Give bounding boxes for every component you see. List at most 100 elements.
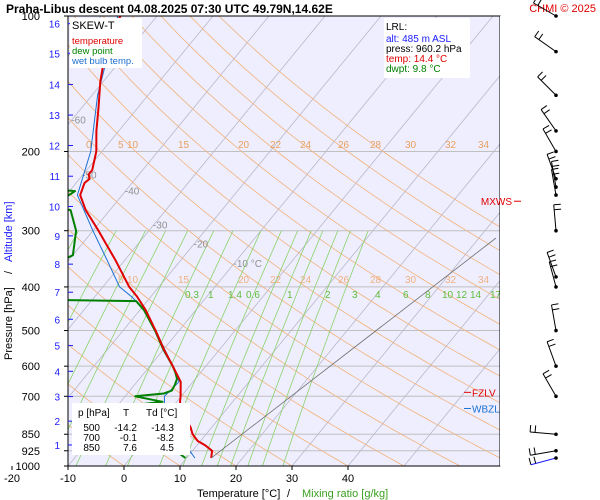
altitude-tick-label: 10 (49, 202, 61, 213)
wind-barb-staff (550, 304, 557, 331)
legend-item-wetbulb: wet bulb temp. (71, 56, 134, 67)
wind-barb-flag (546, 151, 554, 155)
dry-adiabat-line (68, 117, 500, 431)
wind-barb-flag (528, 457, 532, 465)
wind-barb-flag (553, 203, 561, 206)
dry-adiabat-label: 20 (238, 275, 250, 286)
wind-barb-staff (530, 457, 557, 466)
pressure-tick-label: 300 (22, 226, 40, 238)
table-cell: -0.1 (120, 433, 138, 444)
wind-barb-flag (546, 249, 554, 253)
dry-adiabat-line (218, 16, 500, 228)
table-cell: 7.6 (123, 443, 137, 454)
mixing-ratio-line (262, 230, 351, 466)
dry-adiabat-label: 22 (270, 140, 282, 151)
wind-barb (550, 303, 560, 333)
dry-adiabat-line (68, 266, 349, 466)
pressure-tick-label: 850 (22, 429, 40, 441)
mixing-ratio-label: 14 (470, 290, 482, 301)
mixing-ratio-label: 17 (490, 290, 502, 301)
mixing-ratio-line (216, 230, 312, 466)
mixing-ratio-label: 10 (442, 290, 454, 301)
table-row: 700 (83, 433, 100, 444)
isotherm-line (347, 280, 500, 466)
dry-adiabat-label: 34 (478, 275, 490, 286)
isotherm-label: -10 °C (234, 259, 262, 270)
x-axis-title: Temperature [°C] / Mixing ratio [g/kg] (197, 488, 388, 500)
dry-adiabat-label: 26 (338, 140, 350, 151)
mixing-ratio-label: 1.4 (228, 290, 242, 301)
pressure-tick-label: 400 (22, 282, 40, 294)
altitude-tick-label: 6 (54, 315, 60, 326)
wind-barb-flag (554, 208, 562, 211)
wind-barb-staff (534, 36, 557, 53)
altitude-tick-label: 9 (54, 232, 60, 243)
wind-barb (550, 167, 560, 197)
table-cell: 4.5 (160, 443, 174, 454)
wind-barb-flag (537, 71, 543, 78)
wind-barb-flag (533, 456, 537, 464)
dry-adiabat-label: 24 (300, 140, 312, 151)
mixing-ratio-label: 8 (425, 290, 431, 301)
dry-adiabat-label: 34 (478, 140, 490, 151)
wind-barb-station (554, 432, 558, 437)
pressure-tick-label: 600 (22, 361, 40, 373)
legend-heading: SKEW-T (72, 20, 115, 32)
mixing-ratio-line (68, 230, 146, 385)
parcel-line (210, 237, 497, 459)
table-cell: -8.2 (157, 433, 175, 444)
wind-barb-station (554, 328, 558, 333)
wind-barb-station (554, 185, 558, 189)
wind-barb-staff (533, 2, 557, 17)
wind-barb-station (554, 285, 558, 289)
altitude-tick-label: 5 (54, 342, 60, 353)
mixing-ratio-label: 6 (403, 290, 409, 301)
table-cell: -14.2 (114, 423, 137, 434)
wind-barb-flag (552, 164, 560, 167)
chart-title: Praha-Libus descent 04.08.2025 07:30 UTC… (6, 2, 333, 16)
dry-adiabat-label: 20 (238, 140, 250, 151)
legend-item-temperature: temperature (72, 36, 123, 47)
wind-barb (546, 338, 558, 368)
isotherm-line (68, 16, 270, 262)
dry-adiabat-line (160, 16, 500, 276)
mixing-ratio-line (201, 230, 299, 466)
wind-barb-station (554, 129, 558, 133)
wind-barb-staff (540, 109, 557, 132)
wind-barb-flag (533, 0, 536, 4)
table-header-td: Td [°C] (146, 408, 177, 419)
isotherm-line (68, 16, 158, 126)
levels-table-bg (72, 403, 190, 455)
altitude-tick-label: 14 (49, 81, 61, 92)
mixing-ratio-line (282, 230, 369, 466)
dry-adiabat-label: 0 (86, 140, 92, 151)
dry-adiabat-label: 30 (405, 140, 417, 151)
altitude-tick-label: 4 (54, 367, 60, 378)
altitude-tick-label: 3 (54, 393, 60, 404)
dry-adiabat-line (68, 44, 500, 377)
wind-barb-flag (545, 129, 552, 134)
x-tick-label: 30 (286, 473, 298, 485)
x-axis-label-separator: / (287, 488, 291, 500)
altitude-tick-label: 13 (49, 111, 61, 122)
isotherm-label: -30 (153, 221, 168, 232)
dry-adiabat-label: 24 (300, 275, 312, 286)
wind-barb-flag (546, 338, 554, 343)
dry-adiabat-label: 28 (370, 140, 382, 151)
dry-adiabat-label: 22 (270, 275, 282, 286)
temperature-curve (79, 16, 214, 459)
dry-adiabat-line (73, 16, 500, 351)
wind-barb-staff (550, 169, 557, 196)
dry-adiabat-label: 10 (127, 275, 139, 286)
wind-barb (537, 71, 558, 98)
wind-barb (528, 447, 558, 456)
altitude-tick-label: 11 (50, 172, 61, 183)
x-tick-label: 0 (121, 473, 127, 485)
table-row: 850 (83, 443, 100, 454)
wind-barb-station (554, 176, 558, 181)
wind-barb-flag (534, 30, 540, 38)
wind-barb-station (554, 448, 558, 453)
wind-barb-station (554, 364, 558, 368)
altitude-tick-label: 15 (49, 49, 61, 60)
